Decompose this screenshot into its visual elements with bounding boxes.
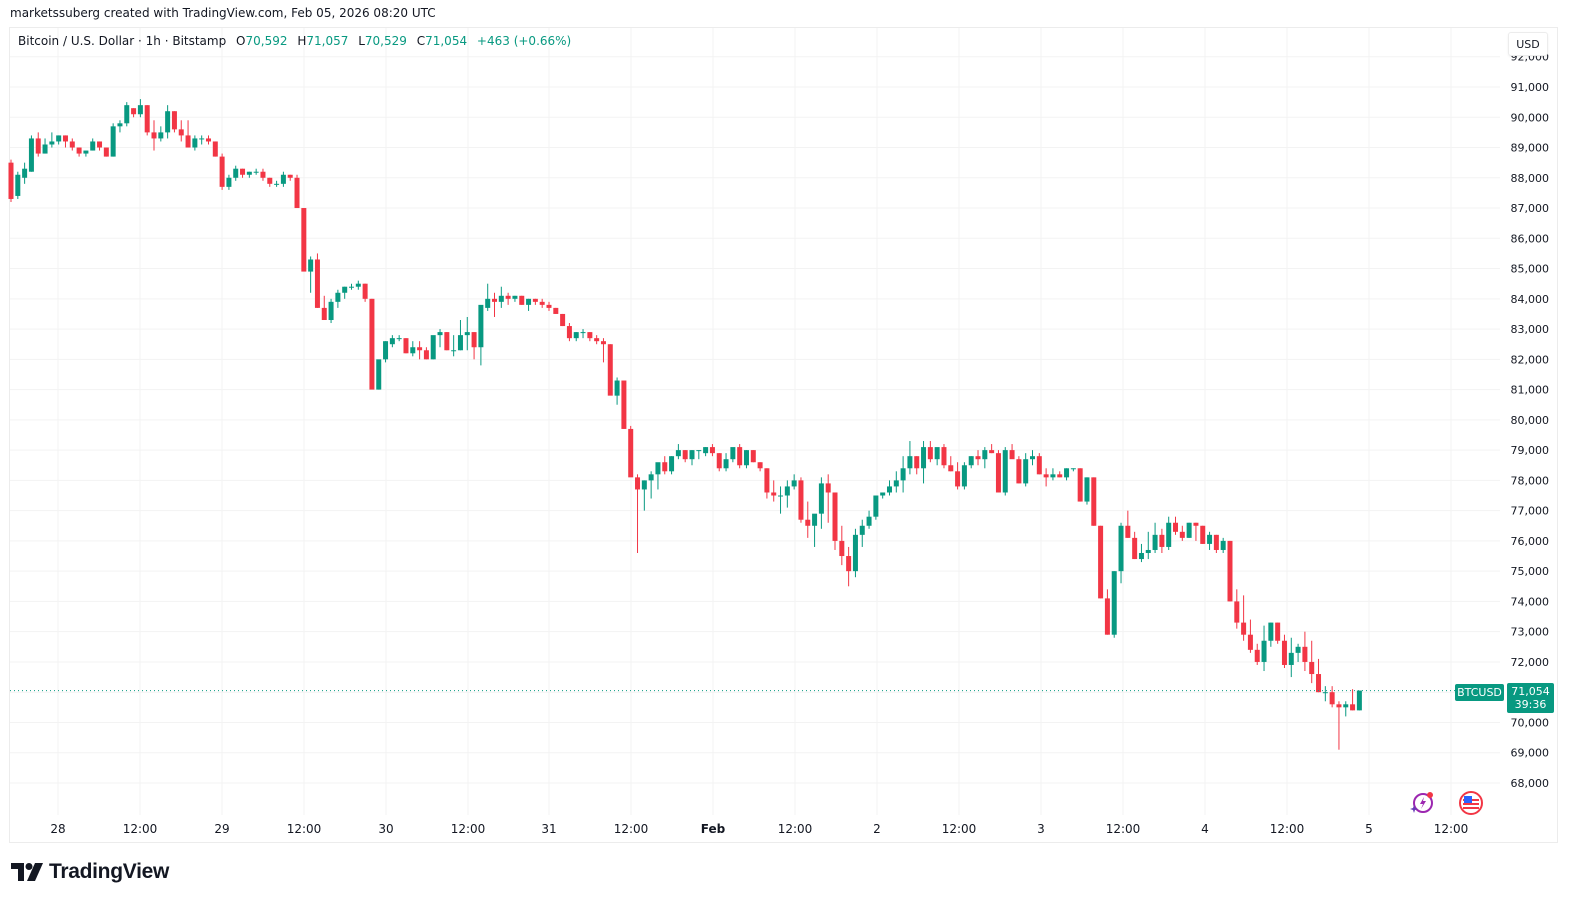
svg-text:89,000: 89,000 — [1511, 142, 1550, 155]
svg-text:91,000: 91,000 — [1511, 81, 1550, 94]
svg-text:69,000: 69,000 — [1511, 747, 1550, 760]
tradingview-logo[interactable]: TradingView — [11, 860, 169, 884]
low-value: 70,529 — [364, 34, 407, 48]
svg-text:5: 5 — [1365, 822, 1373, 836]
svg-text:12:00: 12:00 — [451, 822, 486, 836]
svg-text:28: 28 — [50, 822, 65, 836]
svg-text:4: 4 — [1201, 822, 1209, 836]
symbol-description[interactable]: Bitcoin / U.S. Dollar · 1h · Bitstamp — [18, 34, 227, 48]
logo-text: TradingView — [49, 860, 170, 883]
svg-text:12:00: 12:00 — [123, 822, 158, 836]
chart-credit: marketssuberg created with TradingView.c… — [10, 6, 436, 20]
svg-text:68,000: 68,000 — [1511, 777, 1550, 790]
svg-text:76,000: 76,000 — [1511, 535, 1550, 548]
svg-text:3: 3 — [1037, 822, 1045, 836]
svg-text:77,000: 77,000 — [1511, 505, 1550, 518]
svg-text:2: 2 — [873, 822, 881, 836]
svg-text:30: 30 — [378, 822, 393, 836]
tradingview-logo-icon — [11, 863, 43, 881]
time-scale: 28 12:00 29 12:00 30 12:00 31 12:00 Feb 12:00 2 12:… — [50, 822, 1468, 836]
svg-text:85,000: 85,000 — [1511, 263, 1550, 276]
svg-text:31: 31 — [541, 822, 556, 836]
currency-button[interactable]: USD — [1508, 32, 1548, 56]
svg-text:90,000: 90,000 — [1511, 111, 1550, 124]
us-flag-market-icon[interactable] — [1458, 790, 1484, 816]
last-price-value: 71,054 — [1511, 685, 1550, 698]
symbol-legend[interactable]: Bitcoin / U.S. Dollar · 1h · Bitstamp O7… — [18, 34, 571, 48]
svg-text:74,000: 74,000 — [1511, 595, 1550, 608]
svg-text:12:00: 12:00 — [614, 822, 649, 836]
svg-text:70,000: 70,000 — [1511, 716, 1550, 729]
svg-text:88,000: 88,000 — [1511, 172, 1550, 185]
bar-countdown: 39:36 — [1514, 698, 1547, 711]
svg-text:29: 29 — [214, 822, 229, 836]
svg-text:73,000: 73,000 — [1511, 626, 1550, 639]
chart-grid — [10, 28, 1500, 815]
low-key: L — [358, 34, 365, 48]
close-value: 71,054 — [425, 34, 468, 48]
svg-text:75,000: 75,000 — [1511, 565, 1550, 578]
svg-text:80,000: 80,000 — [1511, 414, 1550, 427]
svg-text:84,000: 84,000 — [1511, 293, 1550, 306]
high-value: 71,057 — [306, 34, 349, 48]
svg-text:12:00: 12:00 — [942, 822, 977, 836]
svg-text:87,000: 87,000 — [1511, 202, 1550, 215]
symbol-price-tag: BTCUSD — [1455, 684, 1504, 701]
chart-frame — [9, 27, 1558, 843]
candlestick-series — [8, 99, 1362, 750]
price-scale: 92,00091,00090,00089,00088,00087,00086,0… — [1511, 51, 1550, 790]
change-value: +463 (+0.66%) — [476, 34, 572, 48]
svg-text:12:00: 12:00 — [1270, 822, 1305, 836]
svg-text:79,000: 79,000 — [1511, 444, 1550, 457]
open-key: O — [236, 34, 246, 48]
svg-text:72,000: 72,000 — [1511, 656, 1550, 669]
svg-text:86,000: 86,000 — [1511, 232, 1550, 245]
svg-text:12:00: 12:00 — [1106, 822, 1141, 836]
svg-text:78,000: 78,000 — [1511, 474, 1550, 487]
svg-text:82,000: 82,000 — [1511, 353, 1550, 366]
close-key: C — [416, 34, 426, 48]
open-value: 70,592 — [245, 34, 288, 48]
svg-text:12:00: 12:00 — [778, 822, 813, 836]
svg-text:12:00: 12:00 — [1434, 822, 1469, 836]
svg-text:81,000: 81,000 — [1511, 384, 1550, 397]
svg-text:12:00: 12:00 — [287, 822, 322, 836]
svg-text:Feb: Feb — [701, 822, 726, 836]
ai-assistant-icon[interactable] — [1409, 790, 1435, 816]
high-key: H — [297, 34, 307, 48]
last-price-tag: 71,054 39:36 — [1507, 683, 1554, 713]
svg-text:83,000: 83,000 — [1511, 323, 1550, 336]
